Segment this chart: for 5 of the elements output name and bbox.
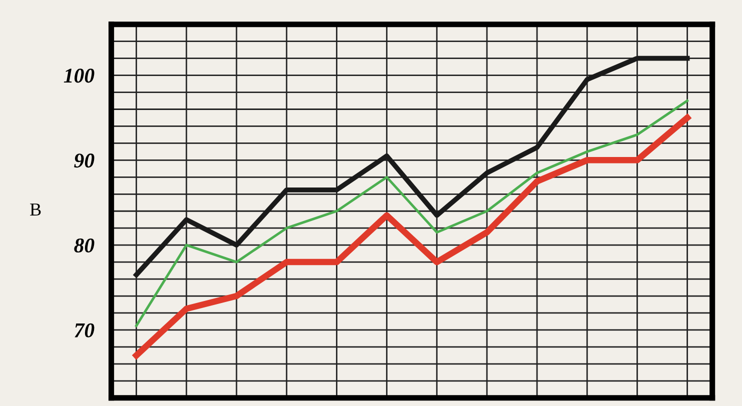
y-tick-label: 70	[74, 323, 94, 338]
y-tick-label: 90	[74, 154, 94, 168]
y-tick-label: 80	[74, 238, 94, 253]
y-axis-title: B	[30, 204, 41, 216]
y-tick-label: 100	[64, 68, 94, 83]
